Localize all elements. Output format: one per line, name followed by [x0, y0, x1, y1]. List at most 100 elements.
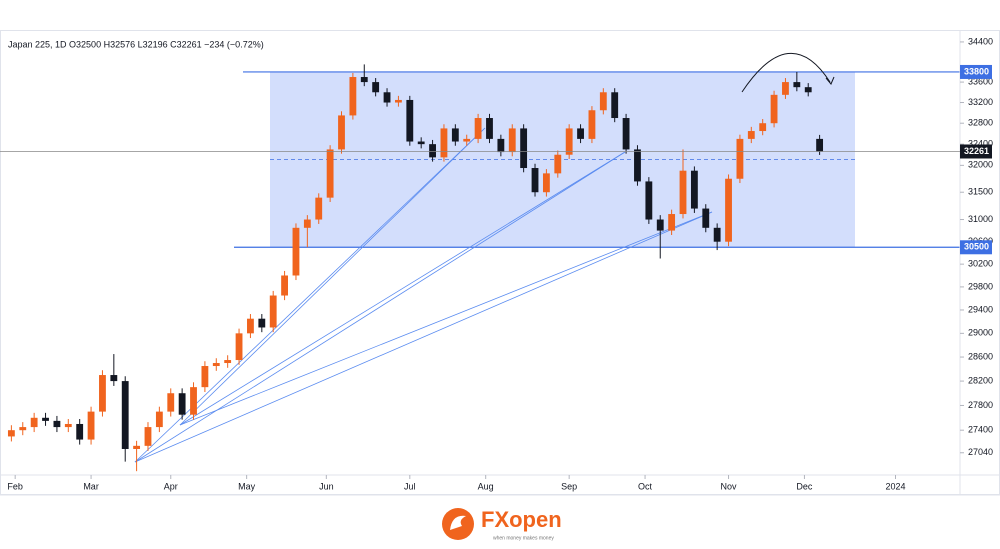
candle-body [349, 77, 357, 116]
candle-body [53, 420, 61, 428]
candle-body [64, 423, 72, 428]
candle-body [554, 154, 562, 174]
candle-body [247, 318, 254, 334]
y-tick-label: 32000 [968, 160, 993, 170]
chart-title: Japan 225, 1D O32500 H32576 L32196 C3226… [8, 39, 264, 49]
candle-body [167, 393, 175, 412]
candle-body [372, 82, 380, 93]
candle-body [144, 427, 152, 446]
candle-body [725, 178, 732, 242]
candle-body [281, 275, 288, 296]
candle-body [224, 360, 232, 364]
brand-tagline: when money makes money [493, 535, 554, 541]
candle-body [577, 128, 584, 139]
candle-body [713, 227, 721, 242]
y-tick-label: 32800 [968, 118, 993, 128]
level-label: 33800 [964, 66, 989, 76]
y-tick-label: 29800 [968, 281, 993, 291]
candle-body [76, 423, 84, 440]
candle-body [816, 138, 824, 152]
candle-body [804, 87, 812, 93]
y-tick-label: 32400 [968, 139, 993, 149]
y-tick-label: 29000 [968, 328, 993, 338]
y-tick-label: 30200 [968, 259, 993, 269]
candle-body [383, 92, 391, 103]
range-box [234, 71, 960, 248]
candle-body [656, 219, 664, 231]
candle-body [770, 94, 778, 124]
candle-body [190, 387, 197, 415]
candle-body [292, 227, 300, 276]
candle-body [19, 427, 27, 431]
candle-body [645, 181, 653, 220]
candle-body [611, 92, 619, 119]
arrow-head [825, 76, 835, 85]
level-label: 30500 [964, 242, 989, 252]
candle-body [429, 144, 436, 158]
y-tick-label: 34400 [968, 36, 993, 46]
last-price-label: 32261 [964, 146, 989, 156]
candle-body [235, 333, 243, 361]
candle-body [588, 110, 596, 139]
candle-body [747, 131, 755, 139]
candle-body [451, 128, 459, 142]
fan-line [179, 211, 713, 426]
y-tick-label: 29400 [968, 304, 993, 314]
fan-line [179, 127, 486, 426]
candle-body [599, 92, 607, 111]
candle-body [759, 123, 767, 132]
x-tick-label: 2024 [885, 481, 905, 491]
x-tick-label: Mar [83, 481, 99, 491]
candle-body [110, 375, 118, 382]
y-tick-label: 27800 [968, 400, 993, 410]
candle-body [417, 141, 425, 145]
candle-body [406, 99, 414, 142]
brand-logo: FXopen when money makes money [442, 507, 562, 541]
candle-body [542, 173, 550, 193]
fan-line [134, 211, 713, 463]
candle-body [474, 118, 482, 139]
candle-body [463, 138, 471, 142]
level-badge [960, 240, 992, 255]
candle-body [269, 295, 277, 328]
x-tick-label: Jul [404, 481, 416, 491]
plot [7, 64, 824, 472]
candle-body [155, 411, 163, 428]
candle-body [99, 375, 106, 412]
brand-name: FXopen [481, 507, 562, 532]
logo-mark [450, 515, 466, 530]
candle-body [7, 430, 15, 437]
x-tick-label: Jun [319, 481, 334, 491]
candle-body [30, 417, 38, 428]
x-tick-label: May [238, 481, 256, 491]
candle-body [679, 170, 687, 215]
candle-body [258, 318, 266, 328]
candle-body [497, 138, 505, 153]
x-tick-label: Nov [721, 481, 738, 491]
candle-body [793, 82, 801, 88]
candle-body [315, 197, 323, 220]
candle-body [395, 99, 402, 103]
candle-body [201, 366, 209, 388]
y-tick-label: 27400 [968, 425, 993, 435]
fan-lines [134, 127, 713, 463]
y-tick-label: 33200 [968, 97, 993, 107]
candle-body [87, 411, 95, 440]
last-price-badge [960, 144, 992, 159]
y-tick-label: 27040 [968, 447, 993, 457]
range-fill [270, 71, 855, 248]
arc-arrow [741, 53, 831, 93]
candle-body [121, 381, 129, 449]
candle-body [440, 128, 448, 158]
x-tick-label: Sep [561, 481, 577, 491]
candle-body [42, 417, 49, 421]
candle-body [303, 219, 311, 228]
candle-body [690, 170, 698, 209]
x-tick-label: Dec [796, 481, 813, 491]
candle-body [782, 82, 789, 95]
candle-body [133, 445, 141, 449]
candle-body [622, 118, 630, 150]
candle-body [634, 149, 641, 182]
candle-body [531, 168, 539, 193]
